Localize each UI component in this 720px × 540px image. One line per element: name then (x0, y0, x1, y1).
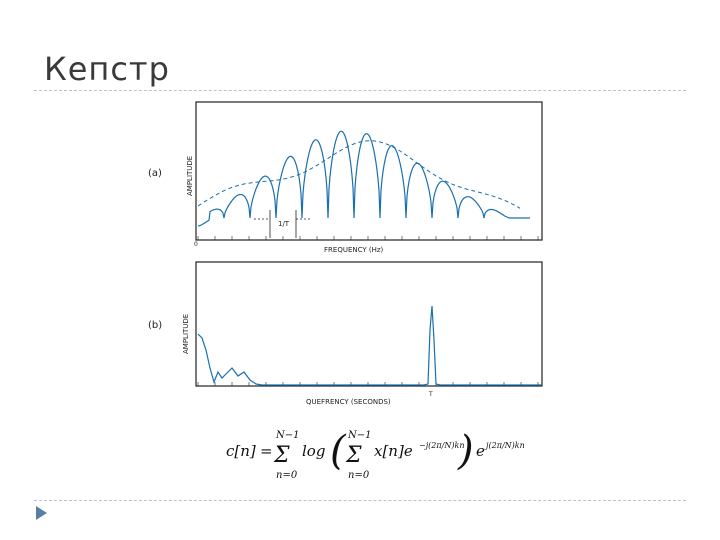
panel-a-frame (195, 101, 543, 241)
panel-b-tag: (b) (148, 320, 162, 331)
panel-a: (a) AMPLITUDE FREQUENCY (Hz) 0 1/T (148, 101, 543, 254)
cepstrum-curve (197, 305, 542, 386)
formula-outer-exponent: j(2π/N)kn (484, 441, 525, 450)
panel-a-ticks (197, 236, 539, 240)
formula-log: log (302, 442, 325, 460)
left-paren-icon: ( (330, 428, 347, 474)
title-divider (34, 90, 686, 91)
panel-a-ylabel: AMPLITUDE (186, 156, 194, 196)
panel-b: (b) AMPLITUDE QUEFRENCY (SECONDS) T (148, 261, 543, 406)
panel-b-frame (195, 261, 543, 387)
cepstrum-formula: c[n] = N−1 Σ n=0 log ( N−1 Σ n=0 x[n]e −… (226, 428, 525, 481)
harmonics-curve (197, 130, 530, 227)
right-paren-icon: ) (457, 428, 474, 474)
formula-lhs: c[n] (226, 442, 256, 460)
panel-a-origin: 0 (194, 241, 198, 248)
sum-symbol-icon: Σ (273, 443, 290, 468)
formula-equals: = (260, 442, 273, 460)
envelope-curve (197, 140, 521, 209)
slide-title: Кепстр (44, 50, 170, 88)
footer-divider (34, 500, 686, 501)
formula-inner-exponent: −j(2π/N)kn (419, 441, 464, 450)
panel-b-peak-label: T (428, 391, 433, 398)
panel-a-xlabel: FREQUENCY (Hz) (324, 246, 384, 254)
panel-b-xlabel: QUEFRENCY (SECONDS) (306, 398, 391, 406)
formula-inner-sum-lower: n=0 (348, 470, 370, 481)
inner-sum-symbol-icon: Σ (345, 443, 362, 468)
formula-inner-sum-upper: N−1 (347, 430, 372, 441)
formula-outer-term: e (476, 442, 485, 460)
panel-a-tag: (a) (148, 168, 162, 179)
panel-b-ylabel: AMPLITUDE (182, 314, 190, 354)
formula-inner-term: x[n]e (374, 442, 413, 460)
next-slide-icon[interactable] (36, 506, 47, 520)
period-marker-label: 1/T (278, 220, 290, 228)
formula-sum-lower: n=0 (276, 470, 298, 481)
formula-sum-upper: N−1 (275, 430, 300, 441)
